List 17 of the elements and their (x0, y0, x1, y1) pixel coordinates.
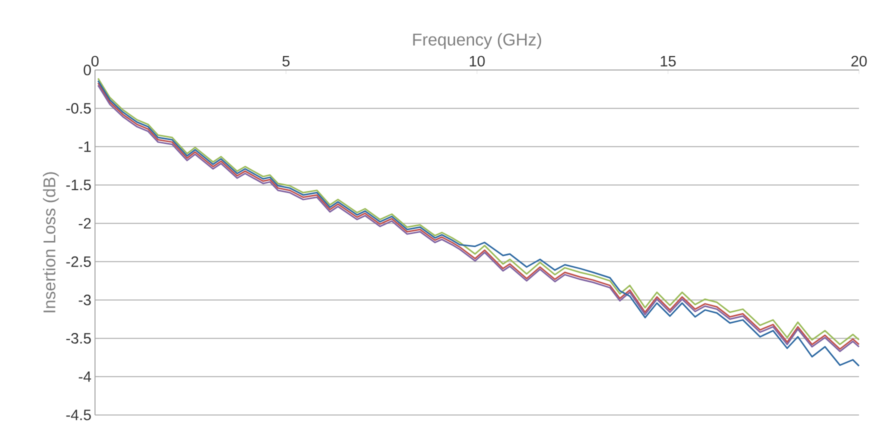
y-tick-label: -2 (78, 218, 91, 229)
x-tick-label: 20 (851, 56, 867, 66)
y-tick-label: -2.5 (66, 256, 91, 267)
y-tick-label: -4 (78, 371, 92, 382)
y-tick-label: -1 (78, 142, 91, 152)
y-axis-title: Insertion Loss (dB) (42, 172, 59, 312)
y-tick-label: -3.5 (66, 333, 91, 344)
x-tick-label: 15 (660, 56, 676, 66)
y-tick-label: 0 (84, 64, 91, 76)
x-tick-label: 10 (470, 56, 485, 66)
x-tick-label: 5 (282, 56, 290, 66)
y-tick-label: -1.5 (66, 180, 91, 190)
y-tick-label: -4.5 (66, 410, 91, 420)
x-tick-label: 0 (91, 56, 99, 66)
y-tick-label: -3 (78, 294, 91, 306)
x-axis-title: Frequency (GHz) (413, 33, 542, 49)
y-tick-label: -0.5 (66, 103, 91, 114)
